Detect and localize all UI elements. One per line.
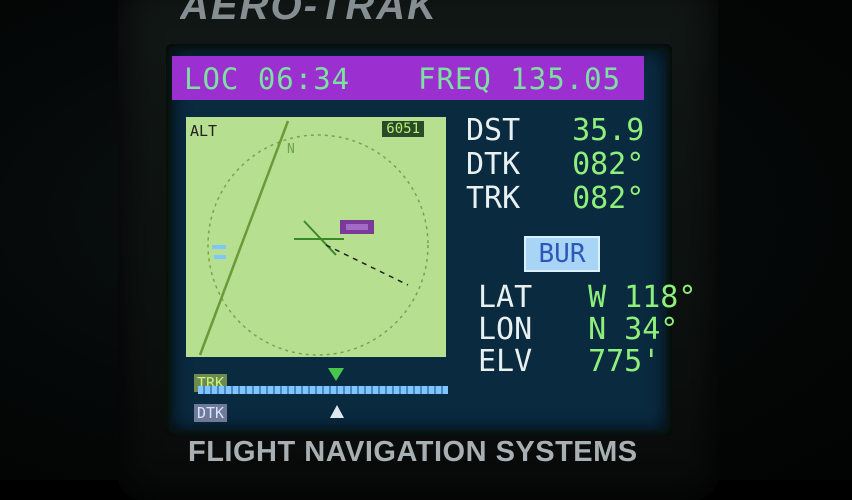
dtk-label: DTK xyxy=(466,147,521,182)
course-deviation-bar xyxy=(198,386,448,394)
dtk-value: 082° xyxy=(572,147,645,182)
dtk-row: DTK 082° xyxy=(466,148,644,182)
dtk-pointer-icon xyxy=(330,405,344,418)
lon-label: LON xyxy=(478,312,533,347)
lon-row: LON N 34° xyxy=(478,314,696,346)
trk-label: TRK xyxy=(466,181,521,216)
dst-value: 35.9 xyxy=(572,113,645,148)
lat-value: W 118° xyxy=(588,280,697,315)
dtk-indicator-label: DTK xyxy=(194,404,228,422)
map-graphics xyxy=(198,120,429,356)
alt-label: ALT xyxy=(190,122,218,140)
trk-row: TRK 082° xyxy=(466,182,644,216)
route-line xyxy=(198,120,290,356)
lat-row: LAT W 118° xyxy=(478,282,696,314)
trk-pointer-icon xyxy=(328,368,344,381)
north-label: N xyxy=(287,142,295,157)
range-ring xyxy=(207,134,429,356)
marker-left-1 xyxy=(212,245,226,249)
elv-value: 775' xyxy=(588,344,661,379)
dst-row: DST 35.9 xyxy=(466,114,644,148)
waypoint-id-badge[interactable]: BUR xyxy=(524,236,600,272)
elv-label: ELV xyxy=(478,344,533,379)
aircraft-heading xyxy=(303,220,337,256)
waypoint-marker[interactable] xyxy=(340,220,374,234)
local-time-readout: LOC 06:34 xyxy=(184,62,351,96)
track-projection xyxy=(325,244,409,286)
lat-label: LAT xyxy=(478,280,533,315)
alt-value: 6051 xyxy=(382,121,424,137)
position-readouts: LAT W 118° LON N 34° ELV 775' xyxy=(478,282,696,378)
status-bar: LOC 06:34 FREQ 135.05 xyxy=(172,56,644,100)
frequency-readout: FREQ 135.05 xyxy=(418,62,622,96)
device-footer-text: FLIGHT NAVIGATION SYSTEMS xyxy=(188,436,638,468)
lon-value: N 34° xyxy=(588,312,679,347)
nav-stats: DST 35.9 DTK 082° TRK 082° xyxy=(466,114,644,216)
dst-label: DST xyxy=(466,113,521,148)
moving-map[interactable]: ALT 6051 N xyxy=(186,117,446,357)
brand-logo: AERO-TRAK xyxy=(180,0,438,26)
marker-left-2 xyxy=(214,255,226,259)
elv-row: ELV 775' xyxy=(478,346,696,378)
trk-value: 082° xyxy=(572,181,645,216)
